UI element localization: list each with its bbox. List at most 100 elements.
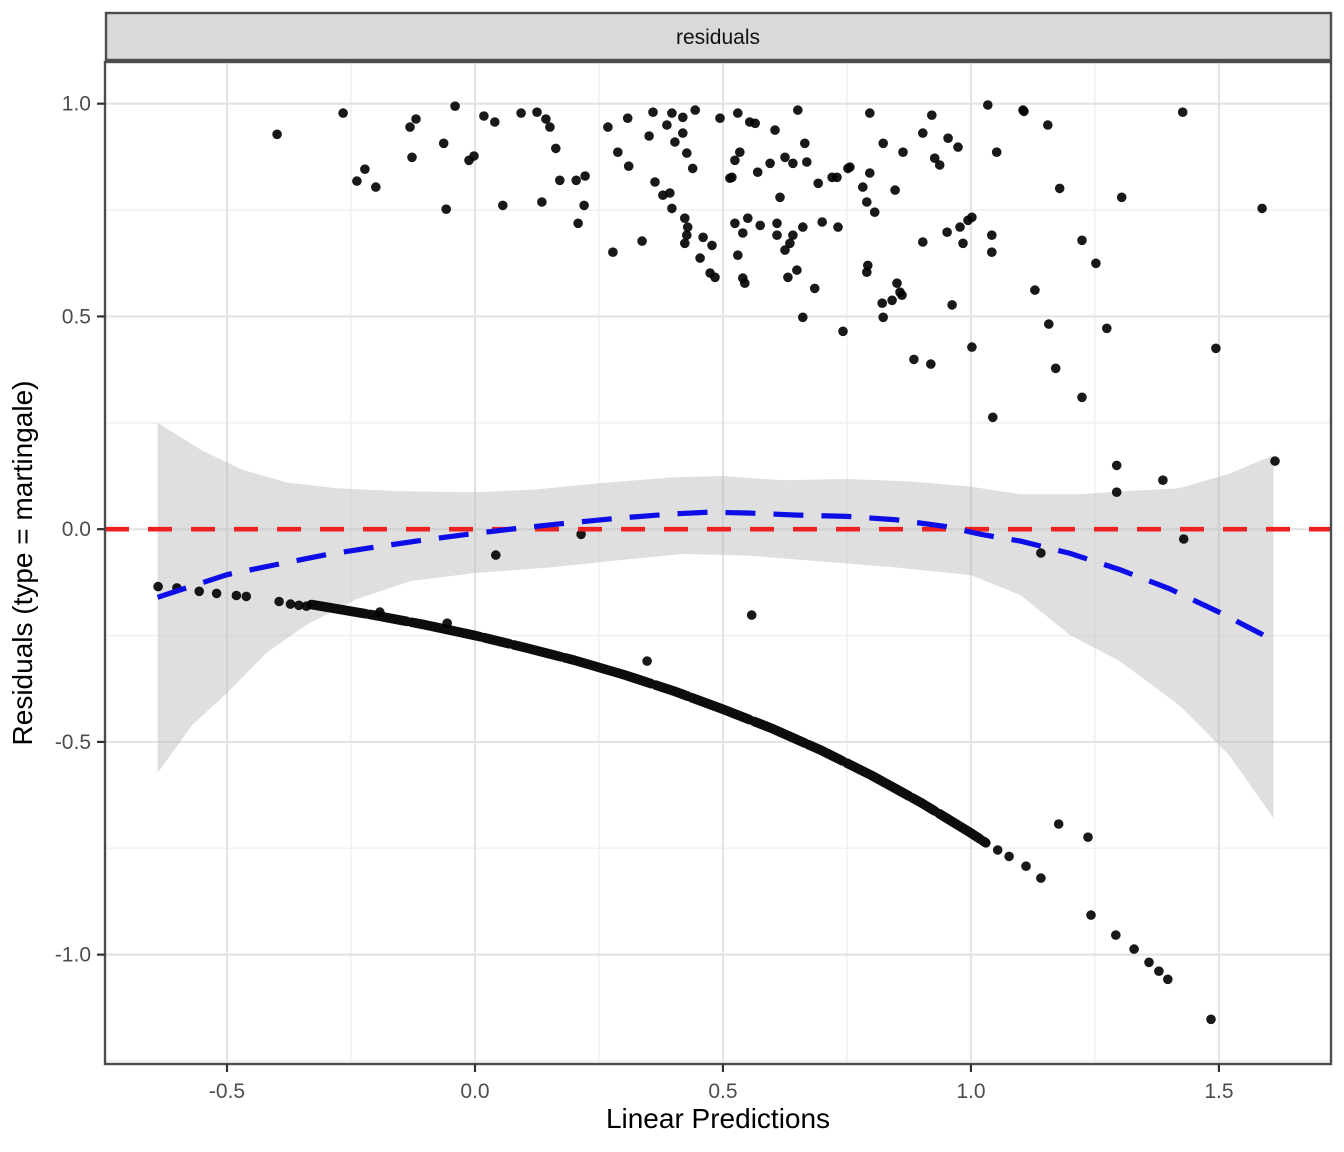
data-point <box>498 200 508 211</box>
data-point <box>740 278 750 289</box>
data-point <box>272 129 282 140</box>
data-point <box>274 596 284 607</box>
data-point <box>678 128 688 138</box>
data-point <box>285 599 296 609</box>
data-point <box>934 160 945 170</box>
data-point <box>490 117 500 127</box>
data-point <box>613 147 623 157</box>
data-point <box>371 182 381 192</box>
data-point <box>843 163 853 174</box>
data-point <box>576 529 586 540</box>
data-point <box>918 128 928 138</box>
data-point <box>551 143 561 154</box>
data-point <box>241 591 252 602</box>
data-point <box>738 228 748 238</box>
data-point <box>1077 392 1087 403</box>
data-point <box>878 138 888 149</box>
data-point <box>1036 548 1046 558</box>
data-point <box>438 138 449 149</box>
data-point <box>733 108 743 118</box>
data-point <box>194 586 204 597</box>
data-point <box>1178 534 1189 544</box>
data-point <box>1004 851 1014 862</box>
data-point <box>1163 974 1173 985</box>
axis-ticks-and-labels: -0.5 0.0 0.5 1.0 1.5 1.0 0.5 0.0 -0.5 -1.0 <box>55 93 1234 1103</box>
data-point <box>909 354 919 365</box>
data-point <box>405 122 415 132</box>
data-point <box>571 175 581 186</box>
data-point <box>730 155 740 166</box>
data-point <box>1053 819 1064 829</box>
data-point <box>770 125 780 135</box>
panel-border <box>103 60 1333 1066</box>
data-point <box>788 158 798 169</box>
data-point <box>695 253 705 263</box>
data-point <box>648 107 658 117</box>
data-point <box>991 147 1002 157</box>
data-point <box>667 108 677 118</box>
data-point <box>682 222 693 232</box>
loess-smooth-line <box>156 509 1270 641</box>
data-point <box>983 100 993 110</box>
data-point <box>927 110 937 120</box>
data-point <box>1021 861 1031 871</box>
data-point <box>690 105 700 115</box>
data-point <box>967 212 977 223</box>
data-point <box>1144 957 1154 968</box>
data-point <box>780 152 790 163</box>
data-point <box>1257 203 1267 214</box>
data-point <box>680 213 690 223</box>
data-point <box>733 250 743 260</box>
data-point <box>947 300 957 310</box>
data-point <box>1043 120 1053 130</box>
data-point <box>579 200 589 211</box>
data-point <box>698 232 708 243</box>
data-point <box>1102 323 1112 334</box>
y-tick-label: -1.0 <box>55 944 91 967</box>
data-point <box>1111 460 1122 471</box>
data-point <box>637 236 647 246</box>
data-point <box>898 147 908 157</box>
data-point <box>802 157 812 167</box>
data-point <box>667 203 677 214</box>
data-point <box>955 222 965 232</box>
data-point <box>545 122 555 132</box>
data-point <box>537 197 547 207</box>
data-point <box>869 207 880 217</box>
data-point <box>735 147 745 157</box>
data-point <box>752 167 763 177</box>
data-point <box>707 240 717 251</box>
data-point <box>231 590 242 601</box>
data-point <box>725 173 735 183</box>
data-point <box>1077 235 1087 246</box>
data-point <box>573 218 583 229</box>
data-point <box>1019 106 1029 117</box>
data-point <box>555 175 565 186</box>
data-point <box>788 230 798 240</box>
data-point <box>858 182 868 192</box>
x-axis-title: Linear Predictions <box>606 1103 830 1134</box>
data-point <box>479 111 489 121</box>
data-point <box>832 172 842 183</box>
data-point <box>833 222 843 232</box>
data-point <box>798 312 808 323</box>
data-point <box>730 218 740 229</box>
data-point <box>1154 966 1164 976</box>
data-point <box>772 230 782 240</box>
x-tick-label: -0.5 <box>209 1080 245 1103</box>
data-point <box>755 220 765 231</box>
data-point <box>338 108 348 118</box>
data-point <box>865 168 875 178</box>
y-tick-label: 1.0 <box>62 93 91 116</box>
data-point <box>153 581 163 592</box>
data-point <box>862 267 872 278</box>
data-point <box>809 283 820 294</box>
x-tick-label: 0.0 <box>460 1080 489 1103</box>
data-point <box>211 588 222 599</box>
data-point <box>1086 910 1096 920</box>
data-point <box>862 197 872 207</box>
loess-confidence-band <box>157 422 1274 819</box>
data-point <box>967 342 977 352</box>
data-point <box>1091 258 1101 269</box>
